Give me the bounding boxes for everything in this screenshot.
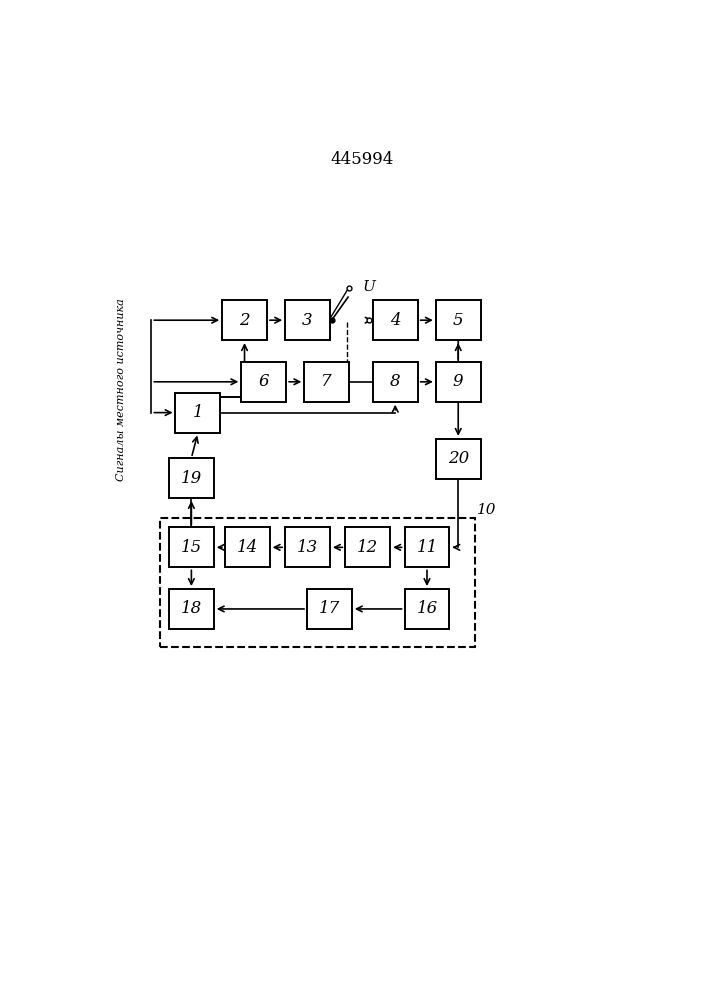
Bar bbox=[169, 527, 214, 567]
Text: 9: 9 bbox=[453, 373, 464, 390]
Bar bbox=[285, 527, 330, 567]
Bar bbox=[307, 589, 352, 629]
Text: 6: 6 bbox=[258, 373, 269, 390]
Text: 18: 18 bbox=[181, 600, 202, 617]
Text: 7: 7 bbox=[322, 373, 332, 390]
Bar bbox=[345, 527, 390, 567]
Text: 16: 16 bbox=[416, 600, 438, 617]
Bar bbox=[285, 300, 330, 340]
Text: 12: 12 bbox=[357, 539, 378, 556]
Text: 13: 13 bbox=[297, 539, 318, 556]
Text: Сигналы местного источника: Сигналы местного источника bbox=[116, 298, 127, 481]
Text: 10: 10 bbox=[477, 503, 497, 517]
Bar bbox=[160, 518, 474, 647]
Text: 5: 5 bbox=[453, 312, 464, 329]
Text: 15: 15 bbox=[181, 539, 202, 556]
Text: 14: 14 bbox=[237, 539, 258, 556]
Bar bbox=[225, 527, 270, 567]
Text: 19: 19 bbox=[181, 470, 202, 487]
Bar bbox=[436, 362, 481, 402]
Bar bbox=[169, 589, 214, 629]
Bar bbox=[436, 439, 481, 479]
Bar bbox=[222, 300, 267, 340]
Bar bbox=[404, 589, 450, 629]
Text: 20: 20 bbox=[448, 450, 469, 467]
Bar bbox=[404, 527, 450, 567]
Bar bbox=[175, 393, 221, 433]
Text: U: U bbox=[363, 280, 375, 294]
Text: 17: 17 bbox=[319, 600, 340, 617]
Text: 445994: 445994 bbox=[331, 151, 394, 168]
Bar bbox=[304, 362, 349, 402]
Text: 4: 4 bbox=[390, 312, 401, 329]
Text: 1: 1 bbox=[192, 404, 204, 421]
Bar bbox=[373, 300, 418, 340]
Text: 2: 2 bbox=[239, 312, 250, 329]
Text: 8: 8 bbox=[390, 373, 401, 390]
Bar bbox=[436, 300, 481, 340]
Bar bbox=[373, 362, 418, 402]
Text: 3: 3 bbox=[302, 312, 313, 329]
Bar bbox=[169, 458, 214, 498]
Text: 11: 11 bbox=[416, 539, 438, 556]
Bar bbox=[241, 362, 286, 402]
